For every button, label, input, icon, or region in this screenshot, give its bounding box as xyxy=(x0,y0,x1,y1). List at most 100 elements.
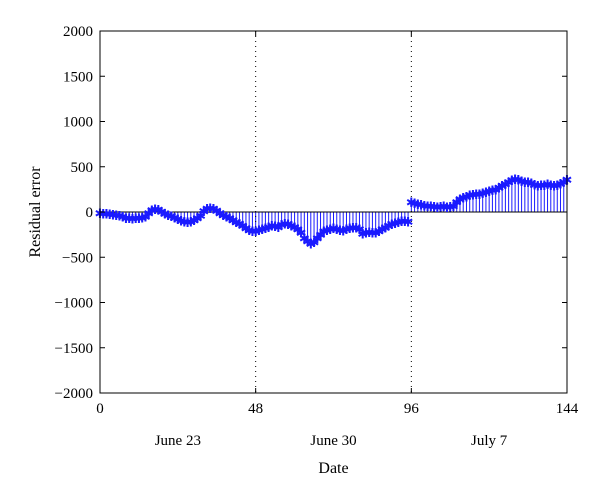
data-point-star: ✱ xyxy=(451,196,462,211)
data-point-star: ✱ xyxy=(302,235,313,250)
data-point-star: ✱ xyxy=(325,223,336,238)
data-point-star: ✱ xyxy=(435,200,446,215)
data-point-star: ✱ xyxy=(344,222,355,237)
data-point-star: ✱ xyxy=(215,207,226,222)
data-point-star: ✱ xyxy=(166,210,177,225)
data-point-star: ✱ xyxy=(357,228,368,243)
data-point-star: ✱ xyxy=(283,218,294,233)
data-point-star: ✱ xyxy=(331,223,342,238)
data-point-star: ✱ xyxy=(442,201,453,216)
data-point-star: ✱ xyxy=(367,226,378,241)
data-point-star: ✱ xyxy=(221,210,232,225)
data-point-star: ✱ xyxy=(500,178,511,193)
y-axis-title: Residual error xyxy=(27,166,44,258)
data-point-star: ✱ xyxy=(322,224,333,239)
data-point-star: ✱ xyxy=(231,216,242,231)
data-point-star: ✱ xyxy=(419,200,430,215)
data-point-star: ✱ xyxy=(185,215,196,230)
data-point-star: ✱ xyxy=(237,219,248,234)
data-point-star: ✱ xyxy=(545,179,556,194)
data-point-star: ✱ xyxy=(133,212,144,227)
data-point-star: ✱ xyxy=(406,196,417,211)
data-point-star: ✱ xyxy=(286,219,297,234)
data-point-star: ✱ xyxy=(386,218,397,233)
data-point-star: ✱ xyxy=(247,225,258,240)
data-point-star: ✱ xyxy=(354,223,365,238)
data-point-star: ✱ xyxy=(516,175,527,190)
data-point-star: ✱ xyxy=(312,232,323,247)
x-tick-label: 0 xyxy=(96,401,104,417)
date-label: July 7 xyxy=(471,433,508,449)
data-point-star: ✱ xyxy=(328,222,339,237)
data-point-star: ✱ xyxy=(390,217,401,232)
data-point-star: ✱ xyxy=(176,215,187,230)
data-point-star: ✱ xyxy=(244,224,255,239)
data-point-star: ✱ xyxy=(266,219,277,234)
data-point-star: ✱ xyxy=(487,184,498,199)
data-point-star: ✱ xyxy=(458,191,469,206)
data-point-star: ✱ xyxy=(536,179,547,194)
y-tick-label: 1500 xyxy=(63,69,93,85)
data-point-star: ✱ xyxy=(552,179,563,194)
data-point-star: ✱ xyxy=(403,215,414,230)
data-point-star: ✱ xyxy=(471,188,482,203)
x-axis-ticks: 0 48 96 144 xyxy=(96,31,579,417)
data-markers: ✱✱✱✱✱✱✱✱✱✱✱✱✱✱✱✱✱✱✱✱✱✱✱✱✱✱✱✱✱✱✱✱✱✱✱✱✱✱✱✱… xyxy=(95,173,573,253)
data-point-star: ✱ xyxy=(412,198,423,213)
data-point-star: ✱ xyxy=(299,232,310,247)
data-point-star: ✱ xyxy=(104,208,115,223)
data-point-star: ✱ xyxy=(396,215,407,230)
data-point-star: ✱ xyxy=(480,186,491,201)
data-point-star: ✱ xyxy=(393,216,404,231)
data-point-star: ✱ xyxy=(493,181,504,196)
data-point-star: ✱ xyxy=(445,200,456,215)
data-point-star: ✱ xyxy=(296,227,307,242)
data-point-star: ✱ xyxy=(211,205,222,220)
x-tick-label: 48 xyxy=(248,401,263,417)
data-point-star: ✱ xyxy=(153,204,164,219)
y-tick-label: −500 xyxy=(62,250,93,266)
y-tick-label: −1000 xyxy=(55,296,93,312)
data-point-star: ✱ xyxy=(140,210,151,225)
data-point-star: ✱ xyxy=(172,213,183,228)
data-point-star: ✱ xyxy=(195,210,206,225)
data-point-star: ✱ xyxy=(234,218,245,233)
data-point-star: ✱ xyxy=(318,225,329,240)
data-point-star: ✱ xyxy=(503,176,514,191)
data-point-star: ✱ xyxy=(383,219,394,234)
data-point-star: ✱ xyxy=(146,204,157,219)
data-point-star: ✱ xyxy=(270,220,281,235)
data-point-star: ✱ xyxy=(549,180,560,195)
data-point-star: ✱ xyxy=(532,180,543,195)
data-point-star: ✱ xyxy=(120,212,131,227)
data-point-star: ✱ xyxy=(409,197,420,212)
data-point-star: ✱ xyxy=(208,203,219,218)
data-point-star: ✱ xyxy=(399,215,410,230)
data-point-star: ✱ xyxy=(198,205,209,220)
data-point-star: ✱ xyxy=(542,178,553,193)
data-point-star: ✱ xyxy=(253,224,264,239)
data-point-star: ✱ xyxy=(98,207,109,222)
data-point-star: ✱ xyxy=(370,227,381,242)
data-point-star: ✱ xyxy=(192,212,203,227)
data-point-star: ✱ xyxy=(335,224,346,239)
data-point-star: ✱ xyxy=(519,176,530,191)
data-point-star: ✱ xyxy=(341,223,352,238)
data-point-star: ✱ xyxy=(539,179,550,194)
data-point-star: ✱ xyxy=(510,173,521,188)
data-point-star: ✱ xyxy=(163,209,174,224)
data-point-star: ✱ xyxy=(260,222,271,237)
y-tick-label: 1000 xyxy=(63,115,93,131)
data-point-star: ✱ xyxy=(179,215,190,230)
data-point-star: ✱ xyxy=(169,211,180,226)
data-point-star: ✱ xyxy=(461,191,472,206)
data-point-star: ✱ xyxy=(474,188,485,203)
data-point-star: ✱ xyxy=(416,199,427,214)
data-point-star: ✱ xyxy=(429,200,440,215)
data-point-star: ✱ xyxy=(101,208,112,223)
data-point-star: ✱ xyxy=(448,200,459,215)
data-point-star: ✱ xyxy=(189,214,200,229)
data-point-star: ✱ xyxy=(338,224,349,239)
data-point-star: ✱ xyxy=(218,209,229,224)
y-axis-ticks: 2000 1500 1000 500 0 −500 −1000 −1500 −2000 xyxy=(55,24,567,402)
